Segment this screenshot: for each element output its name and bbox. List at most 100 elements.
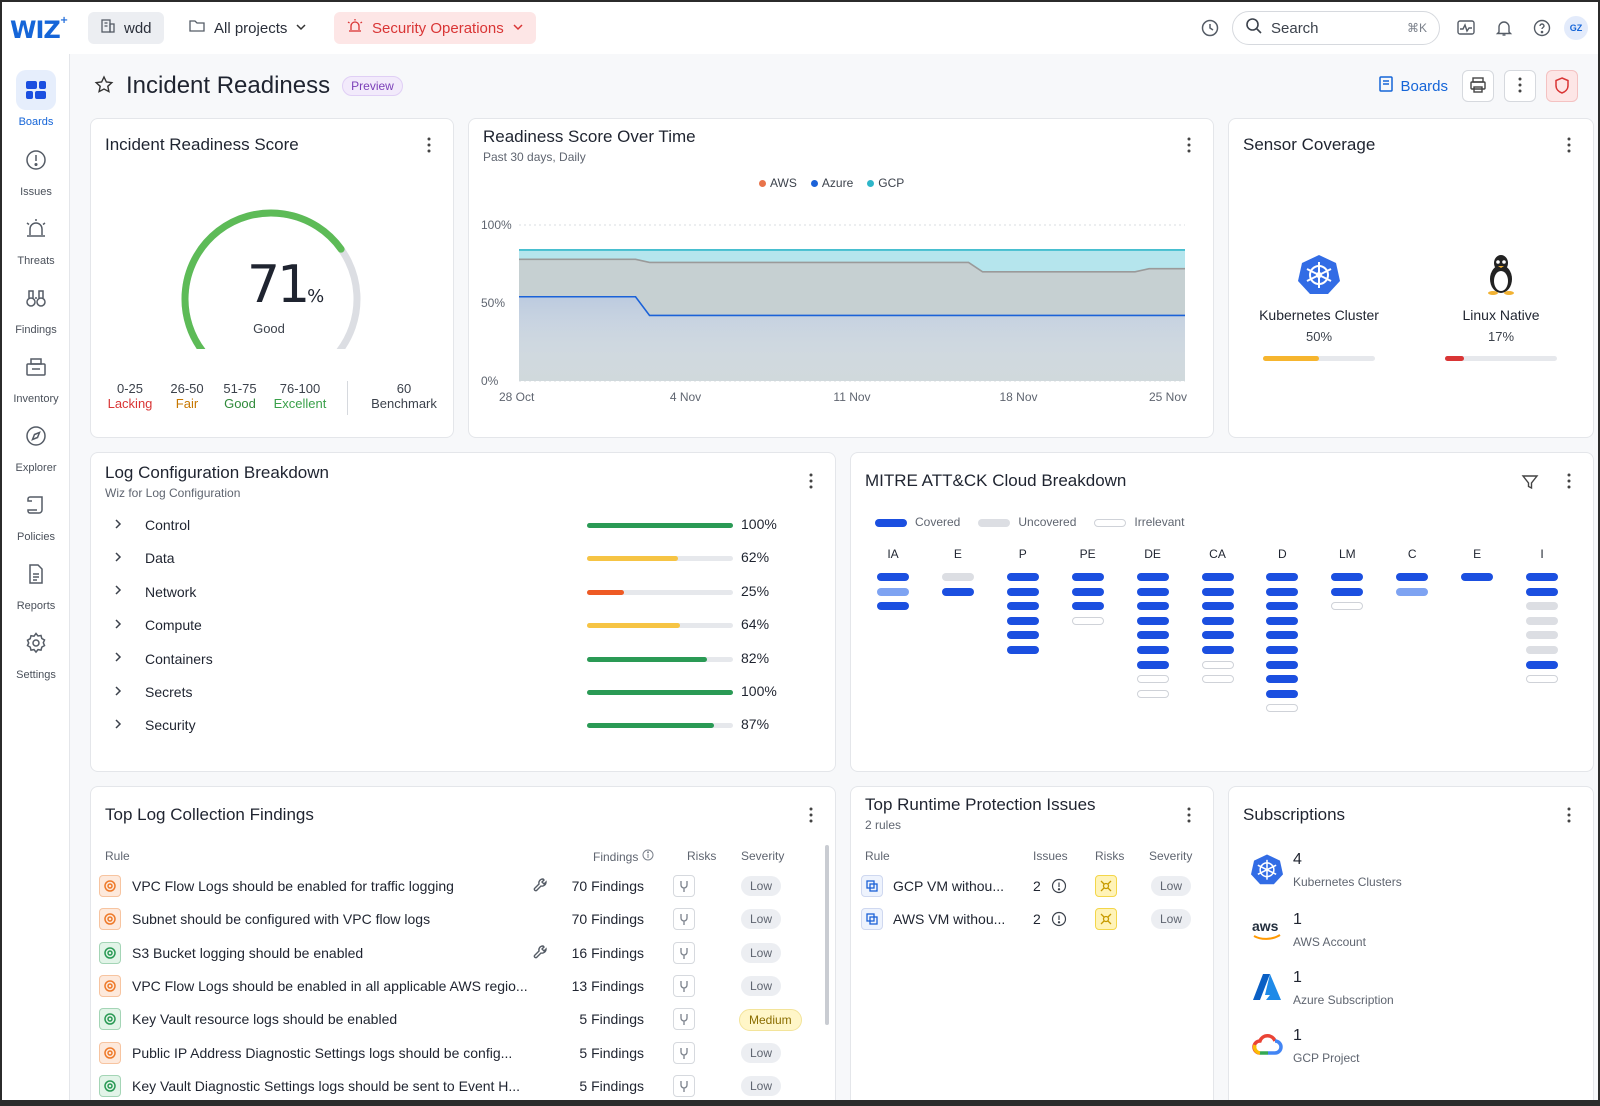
chevron-right-icon[interactable] <box>113 685 133 700</box>
risk-icon[interactable] <box>1095 908 1117 930</box>
mitre-technique-bar[interactable] <box>1071 587 1104 596</box>
line-azure[interactable] <box>519 295 1185 317</box>
issues-count[interactable]: 2 <box>1033 911 1041 927</box>
mitre-technique-bar[interactable] <box>1266 704 1299 713</box>
table-row[interactable]: VPC Flow Logs should be enabled in all a… <box>99 971 804 1004</box>
sidebar-item-inventory[interactable]: Inventory <box>2 347 70 405</box>
risk-icon[interactable] <box>673 1074 695 1097</box>
rule-name[interactable]: Public IP Address Diagnostic Settings lo… <box>132 1044 513 1061</box>
issues-count[interactable]: 2 <box>1033 878 1041 894</box>
log-config-row[interactable]: Network 25% <box>113 582 793 602</box>
print-button[interactable] <box>1462 70 1494 102</box>
log-config-row[interactable]: Data 62% <box>113 548 793 568</box>
mitre-technique-bar[interactable] <box>1136 660 1169 669</box>
mitre-technique-bar[interactable] <box>1266 660 1299 669</box>
history-icon[interactable] <box>1198 16 1222 40</box>
rule-name[interactable]: Subnet should be configured with VPC flo… <box>132 911 431 928</box>
mitre-technique-bar[interactable] <box>1266 602 1299 611</box>
sidebar-item-threats[interactable]: Threats <box>2 209 70 267</box>
mitre-technique-bar[interactable] <box>1136 645 1169 654</box>
findings-count[interactable]: 16 Findings <box>571 944 644 961</box>
more-vertical-icon[interactable] <box>427 137 433 155</box>
rule-name[interactable]: VPC Flow Logs should be enabled for traf… <box>132 878 454 894</box>
mitre-column[interactable]: E <box>938 547 978 602</box>
legend-aws[interactable]: AWS <box>759 176 797 190</box>
risk-icon[interactable] <box>673 908 695 931</box>
mitre-technique-bar[interactable] <box>1136 587 1169 596</box>
mitre-technique-bar[interactable] <box>1201 660 1234 669</box>
log-config-row[interactable]: Compute 64% <box>113 615 793 635</box>
mitre-technique-bar[interactable] <box>1136 602 1169 611</box>
mitre-technique-bar[interactable] <box>1331 602 1364 611</box>
star-icon[interactable] <box>94 74 114 98</box>
more-button[interactable] <box>1504 70 1536 102</box>
mitre-technique-bar[interactable] <box>1526 645 1558 654</box>
mitre-column[interactable]: IA <box>873 547 913 617</box>
chevron-right-icon[interactable] <box>113 618 133 633</box>
table-row[interactable]: S3 Bucket logging should be enabled 16 F… <box>99 938 804 971</box>
mitre-technique-bar[interactable] <box>1201 675 1234 684</box>
rule-name[interactable]: S3 Bucket logging should be enabled <box>132 944 364 961</box>
risk-icon[interactable] <box>673 974 695 997</box>
table-row[interactable]: VPC Flow Logs should be enabled for traf… <box>99 871 804 904</box>
log-config-row[interactable]: Security 87% <box>113 715 793 735</box>
findings-count[interactable]: 13 Findings <box>571 977 644 994</box>
more-vertical-icon[interactable] <box>1187 807 1193 825</box>
mitre-technique-bar[interactable] <box>1266 587 1299 596</box>
chevron-right-icon[interactable] <box>113 651 133 666</box>
mitre-technique-bar[interactable] <box>1136 573 1169 581</box>
mitre-technique-bar[interactable] <box>1201 573 1234 581</box>
findings-count[interactable]: 5 Findings <box>579 1044 644 1061</box>
chevron-right-icon[interactable] <box>113 551 133 566</box>
org-selector[interactable]: wdd <box>88 12 164 44</box>
col-header-severity[interactable]: Severity <box>1149 849 1193 863</box>
col-header-findings[interactable]: Findings <box>593 849 654 864</box>
mitre-column[interactable]: P <box>1003 547 1043 661</box>
mitre-technique-bar[interactable] <box>1266 689 1299 698</box>
mitre-column[interactable]: I <box>1522 547 1562 690</box>
mitre-technique-bar[interactable] <box>1136 675 1169 684</box>
wrench-icon[interactable] <box>532 876 550 897</box>
sidebar-item-issues[interactable]: Issues <box>2 140 70 198</box>
mitre-technique-bar[interactable] <box>1331 573 1364 581</box>
table-row[interactable]: Subnet should be configured with VPC flo… <box>99 904 804 937</box>
mitre-technique-bar[interactable] <box>1006 616 1039 625</box>
mitre-technique-bar[interactable] <box>1266 645 1299 654</box>
table-row[interactable]: Public IP Address Diagnostic Settings lo… <box>99 1038 804 1071</box>
mitre-technique-bar[interactable] <box>1201 587 1234 596</box>
sidebar-item-findings[interactable]: Findings <box>2 278 70 336</box>
col-header-rule[interactable]: Rule <box>865 849 890 863</box>
findings-count[interactable]: 5 Findings <box>579 1011 644 1028</box>
mitre-technique-bar[interactable] <box>877 573 909 581</box>
mitre-technique-bar[interactable] <box>1526 587 1558 596</box>
mitre-technique-bar[interactable] <box>1266 616 1299 625</box>
col-header-risks[interactable]: Risks <box>1095 849 1125 863</box>
filter-icon[interactable] <box>1521 473 1539 494</box>
rule-name[interactable]: GCP VM withou... <box>893 878 1005 894</box>
mitre-technique-bar[interactable] <box>1201 631 1234 640</box>
mitre-technique-bar[interactable] <box>1396 573 1429 581</box>
board-selector[interactable]: Security Operations <box>334 12 536 44</box>
mitre-technique-bar[interactable] <box>1266 631 1299 640</box>
project-selector[interactable]: All projects <box>176 12 319 44</box>
mitre-technique-bar[interactable] <box>1396 587 1429 596</box>
risk-icon[interactable] <box>1095 875 1117 897</box>
mitre-column[interactable]: CA <box>1198 547 1238 690</box>
risk-icon[interactable] <box>673 1008 695 1031</box>
bell-icon[interactable] <box>1492 16 1516 40</box>
col-header-rule[interactable]: Rule <box>105 849 130 863</box>
sidebar-item-policies[interactable]: Policies <box>2 485 70 543</box>
search-input[interactable]: Search ⌘K <box>1232 11 1440 45</box>
col-header-severity[interactable]: Severity <box>741 849 785 863</box>
mitre-technique-bar[interactable] <box>1526 660 1558 669</box>
sensor-linux[interactable]: Linux Native 17% <box>1433 253 1569 361</box>
activity-icon[interactable] <box>1454 16 1478 40</box>
mitre-column[interactable]: E <box>1457 547 1497 588</box>
more-vertical-icon[interactable] <box>1567 807 1573 825</box>
mitre-technique-bar[interactable] <box>1006 645 1039 654</box>
mitre-technique-bar[interactable] <box>941 587 974 596</box>
log-config-row[interactable]: Control 100% <box>113 515 793 535</box>
chevron-right-icon[interactable] <box>113 518 133 533</box>
mitre-technique-bar[interactable] <box>1526 573 1558 581</box>
rule-name[interactable]: VPC Flow Logs should be enabled in all a… <box>132 977 528 994</box>
